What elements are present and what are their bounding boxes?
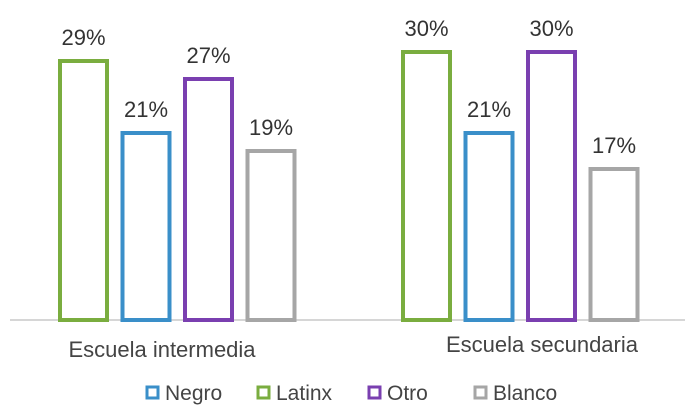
category-label: Escuela secundaria bbox=[446, 332, 639, 357]
bar-negro-escuela-secundaria bbox=[463, 131, 515, 322]
bar-latinx-escuela-secundaria bbox=[401, 50, 452, 322]
value-label: 27% bbox=[186, 43, 230, 68]
legend-swatch-negro bbox=[145, 385, 160, 400]
legend-item-latinx: Latinx bbox=[256, 382, 333, 405]
legend-swatch-otro bbox=[367, 385, 382, 400]
bar-blanco-escuela-intermedia bbox=[245, 149, 297, 322]
value-label: 30% bbox=[529, 16, 573, 41]
value-label: 21% bbox=[124, 97, 168, 122]
legend-item-otro: Otro bbox=[367, 382, 428, 405]
bar-latinx-escuela-intermedia bbox=[58, 59, 109, 322]
bar-otro-escuela-secundaria bbox=[526, 50, 577, 322]
value-label: 30% bbox=[404, 16, 448, 41]
value-label: 19% bbox=[249, 115, 293, 140]
legend-label: Latinx bbox=[276, 382, 333, 405]
legend-label: Otro bbox=[387, 382, 428, 405]
bar-otro-escuela-intermedia bbox=[183, 77, 234, 322]
value-label: 29% bbox=[61, 25, 105, 50]
legend-item-blanco: Blanco bbox=[473, 382, 557, 405]
legend-label: Blanco bbox=[493, 382, 557, 405]
legend-swatch-latinx bbox=[256, 385, 271, 400]
bar-blanco-escuela-secundaria bbox=[588, 167, 640, 322]
bar-negro-escuela-intermedia bbox=[120, 131, 172, 322]
legend-label: Negro bbox=[165, 382, 222, 405]
value-label: 17% bbox=[592, 133, 636, 158]
category-label: Escuela intermedia bbox=[68, 337, 256, 362]
legend-item-negro: Negro bbox=[145, 382, 222, 405]
value-label: 21% bbox=[467, 97, 511, 122]
legend-swatch-blanco bbox=[473, 385, 488, 400]
